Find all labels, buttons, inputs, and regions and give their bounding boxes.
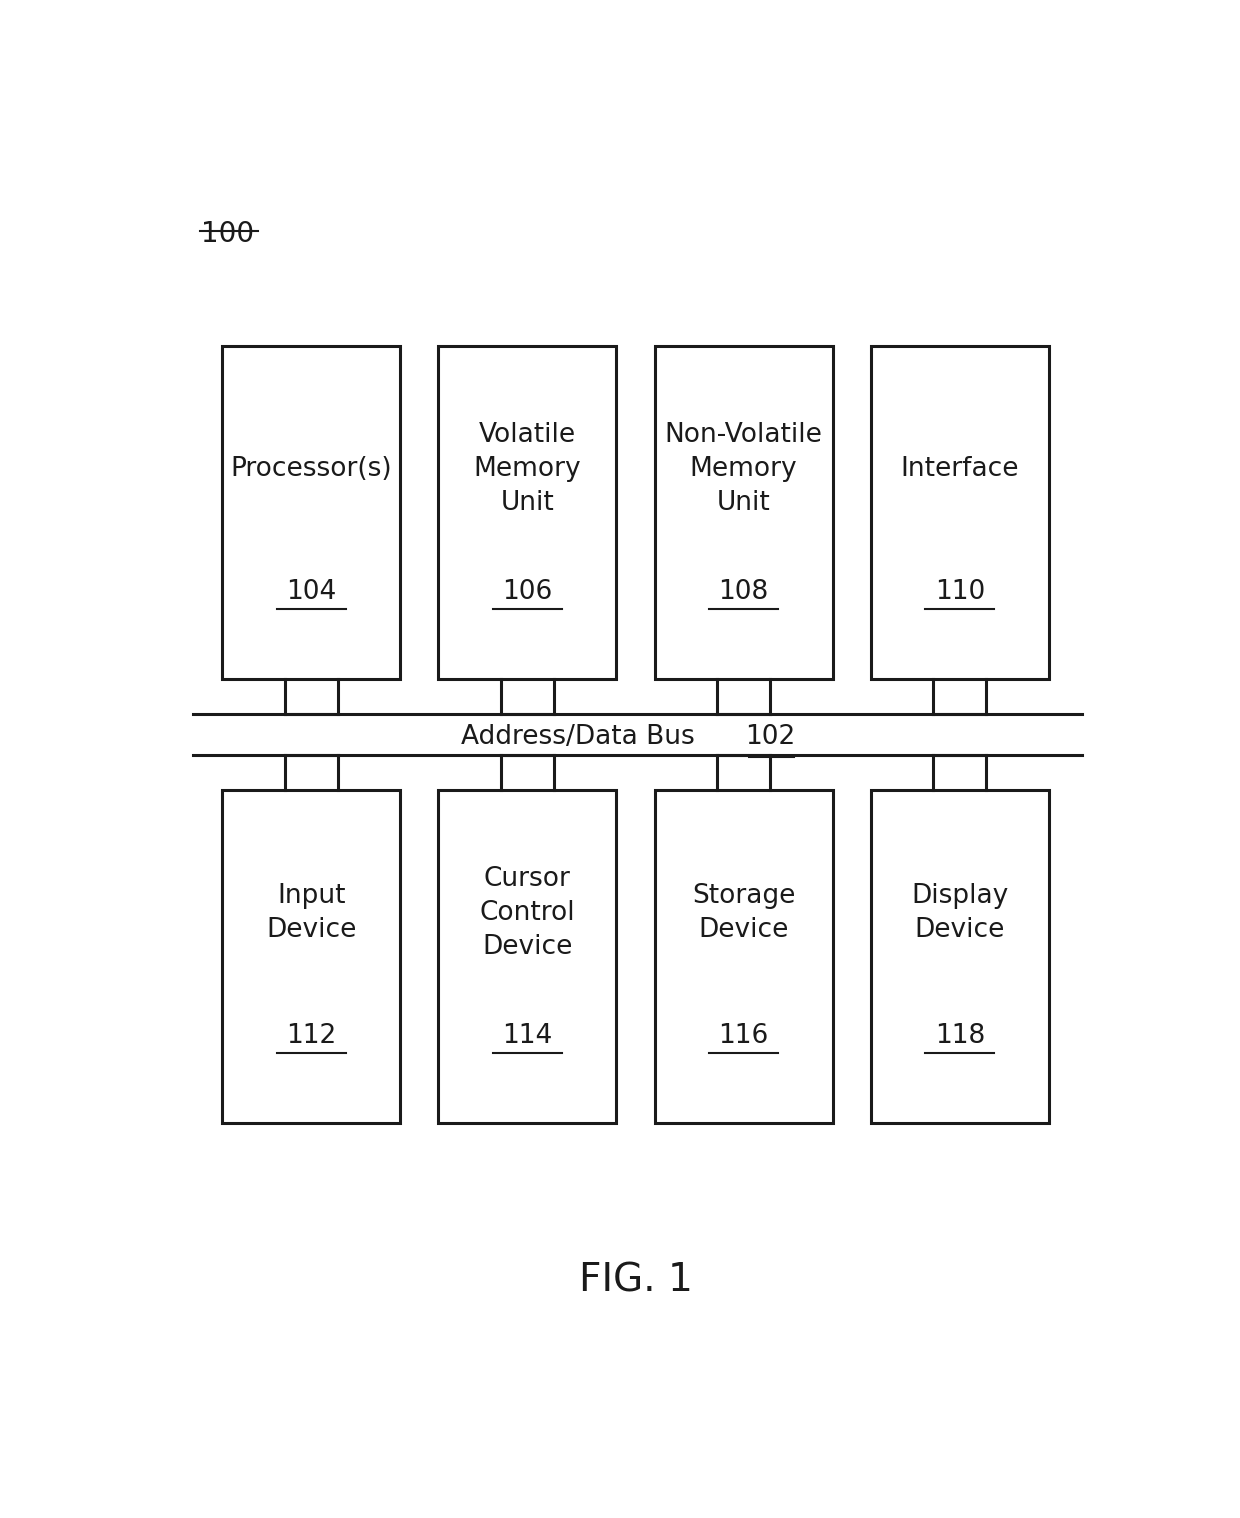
Text: Input
Device: Input Device	[265, 883, 356, 943]
Bar	[655, 789, 832, 1123]
Text: 112: 112	[286, 1023, 336, 1049]
Bar	[870, 789, 1049, 1123]
Text: Storage
Device: Storage Device	[692, 883, 795, 943]
Text: 106: 106	[502, 580, 553, 606]
Text: 116: 116	[718, 1023, 769, 1049]
Bar	[870, 346, 1049, 679]
Text: Interface: Interface	[900, 455, 1019, 483]
Text: Display
Device: Display Device	[911, 883, 1008, 943]
Text: Volatile
Memory
Unit: Volatile Memory Unit	[474, 422, 582, 516]
Text: Cursor
Control
Device: Cursor Control Device	[480, 867, 575, 961]
Text: Non-Volatile
Memory
Unit: Non-Volatile Memory Unit	[665, 422, 822, 516]
Text: 108: 108	[718, 580, 769, 606]
Text: 102: 102	[745, 724, 795, 750]
Text: 104: 104	[286, 580, 336, 606]
Text: Address/Data Bus: Address/Data Bus	[461, 724, 694, 750]
Text: 100: 100	[201, 220, 254, 247]
Bar	[222, 789, 401, 1123]
Bar	[439, 789, 616, 1123]
Text: 118: 118	[935, 1023, 985, 1049]
Bar	[439, 346, 616, 679]
Bar	[655, 346, 832, 679]
Text: 110: 110	[935, 580, 985, 606]
Text: 114: 114	[502, 1023, 553, 1049]
Bar	[222, 346, 401, 679]
Text: Processor(s): Processor(s)	[231, 455, 392, 483]
Text: FIG. 1: FIG. 1	[579, 1261, 692, 1299]
